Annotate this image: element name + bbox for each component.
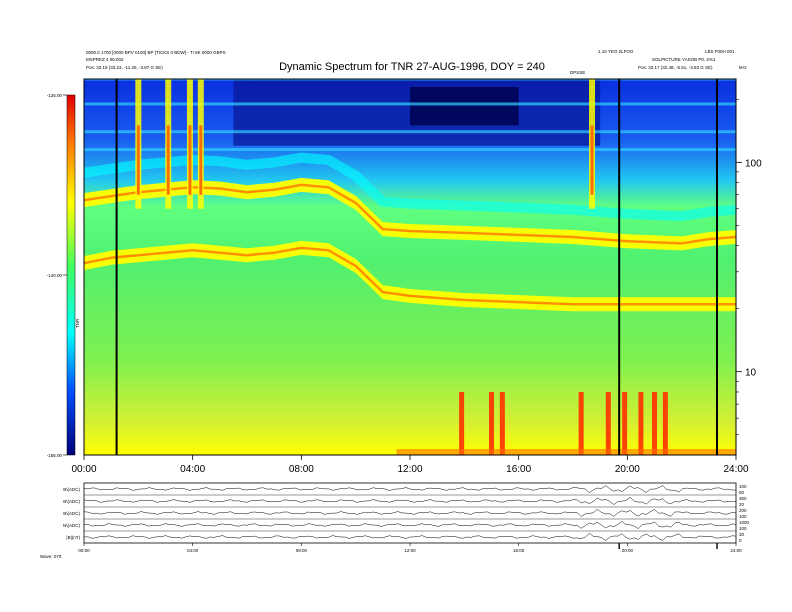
strip-row-max: 30 <box>739 532 745 537</box>
interference-line <box>84 148 736 152</box>
strip-row-label: B\(ADC) <box>63 499 80 504</box>
colorbar-tick-label: -140.00 <box>47 273 63 278</box>
x-axis: 00:00 04:00 08:00 12:00 16:00 20:00 24:00 <box>71 455 749 475</box>
low-frequency-burst <box>605 391 611 455</box>
header-right-line-3: SOLPICTURE YASOB P0, 2%1 <box>652 57 716 62</box>
interference-line <box>84 130 736 134</box>
strip-trace <box>83 485 736 494</box>
strip-row-min: 100 <box>739 526 747 531</box>
chart-title: Dynamic Spectrum for TNR 27-AUG-1996, DO… <box>279 61 545 73</box>
strip-row-max: 100 <box>739 484 747 489</box>
x-tick-label: 00:00 <box>71 464 96 475</box>
low-frequency-burst <box>499 391 505 455</box>
low-frequency-burst <box>489 391 494 455</box>
strip-x-tick-label: 24:00 <box>730 548 742 553</box>
strip-x-tick-label: 04:00 <box>187 548 199 553</box>
interference-line <box>84 102 736 106</box>
strip-x-tick-label: 16:00 <box>513 548 525 553</box>
low-frequency-burst <box>622 391 628 455</box>
strip-row-max: 200 <box>739 508 747 513</box>
strip-frame <box>83 482 737 544</box>
header-right-line-1: 1.10 YEO 2LFOO <box>598 49 634 54</box>
strip-x-tick-label: 20:00 <box>622 548 634 553</box>
y-tick-label: 100 <box>745 158 762 169</box>
strip-x-tick-label: 00:00 <box>78 548 90 553</box>
strip-trace <box>83 533 737 542</box>
strip-row-label: B\(ADC) <box>63 487 80 492</box>
magnetometer-strip-panel: B\(ADC)10050B\(ADC)30020B\(ADC)200100N\(… <box>63 482 750 553</box>
strip-row-min: 20 <box>739 502 745 507</box>
type-iii-burst-core <box>136 125 140 195</box>
emission-band-lower <box>84 240 736 312</box>
header-left-line-3: Pos: 33.19 (33.23, -11.25, -3.87 G SE) <box>86 65 163 70</box>
strip-footer-label: Wave: 070 <box>40 554 62 559</box>
x-tick-label: 04:00 <box>180 464 205 475</box>
colorbar-tick-label: -125.00 <box>47 93 63 98</box>
low-frequency-burst <box>638 391 644 455</box>
strip-x-tick-label: 08:00 <box>296 548 308 553</box>
strip-row-min: 0 <box>739 538 742 543</box>
radio-bursts <box>135 79 736 455</box>
strip-row-min: 100 <box>739 514 747 519</box>
header-right: 1.10 YEO 2LFOO LBS F00H 001 SOLPICTURE Y… <box>598 49 735 70</box>
low-frequency-burst <box>652 391 657 455</box>
x-tick-label: 20:00 <box>615 464 640 475</box>
x-tick-label: 08:00 <box>289 464 314 475</box>
strip-row-label: N\(ADC) <box>63 523 80 528</box>
emission-band-upper <box>84 177 736 251</box>
emission-band-core-lower <box>84 246 736 306</box>
strip-trace <box>83 521 737 529</box>
low-frequency-burst <box>578 391 584 455</box>
y-axis-right: 100 10 <box>736 98 762 436</box>
spectrogram <box>84 79 736 455</box>
y-unit-label: kHz <box>739 65 747 70</box>
colorbar-tick-label: -155.00 <box>47 453 63 458</box>
data-gap-markers <box>115 79 718 455</box>
colorbar-label: TNR <box>75 318 80 328</box>
colorbar <box>66 94 76 456</box>
header-right-line-4: Pos: 33.17 (32.48, -5.51, -3.83 G SE) <box>638 65 713 70</box>
strip-trace <box>83 496 737 505</box>
strip-row-min: 50 <box>739 490 745 495</box>
x-tick-label: 16:00 <box>506 464 531 475</box>
type-iii-burst-core <box>199 125 203 195</box>
x-tick-label: 12:00 <box>397 464 422 475</box>
strip-row-label: |B|(nT) <box>66 535 80 540</box>
strip-row-label: B\(ADC) <box>63 511 80 516</box>
strip-trace <box>83 508 737 517</box>
interference-line <box>84 79 736 81</box>
type-iii-burst-core <box>166 125 170 195</box>
strip-row-max: 300 <box>739 496 747 501</box>
low-frequency-burst <box>459 391 465 455</box>
x-tick-label: 24:00 <box>723 464 748 475</box>
type-iii-burst-core <box>188 125 192 195</box>
intense-low-flux-region <box>233 79 601 146</box>
darkest-region <box>410 87 519 126</box>
strip-row-max: 1000 <box>739 520 750 525</box>
bottom-edge-emission <box>396 449 736 455</box>
low-frequency-burst <box>662 391 668 455</box>
type-iii-burst-core <box>590 125 594 195</box>
header-right-line-2: LBS F00H 001 <box>705 49 735 54</box>
event-label: DPSSE <box>570 70 585 75</box>
header-left: 0000.0 1700 [0000 BPV 0100] BP [TICKS 0 … <box>86 50 226 70</box>
horizontal-interference-lines <box>84 79 736 152</box>
colorbar-ticks: -125.00 -140.00 -155.00 <box>47 93 67 458</box>
header-left-line-2: MSPREZ 4 06:002 <box>86 57 124 62</box>
header-left-line-1: 0000.0 1700 [0000 BPV 0100] BP [TICKS 0 … <box>86 50 226 55</box>
y-tick-label: 10 <box>745 368 757 379</box>
strip-x-tick-label: 12:00 <box>404 548 416 553</box>
